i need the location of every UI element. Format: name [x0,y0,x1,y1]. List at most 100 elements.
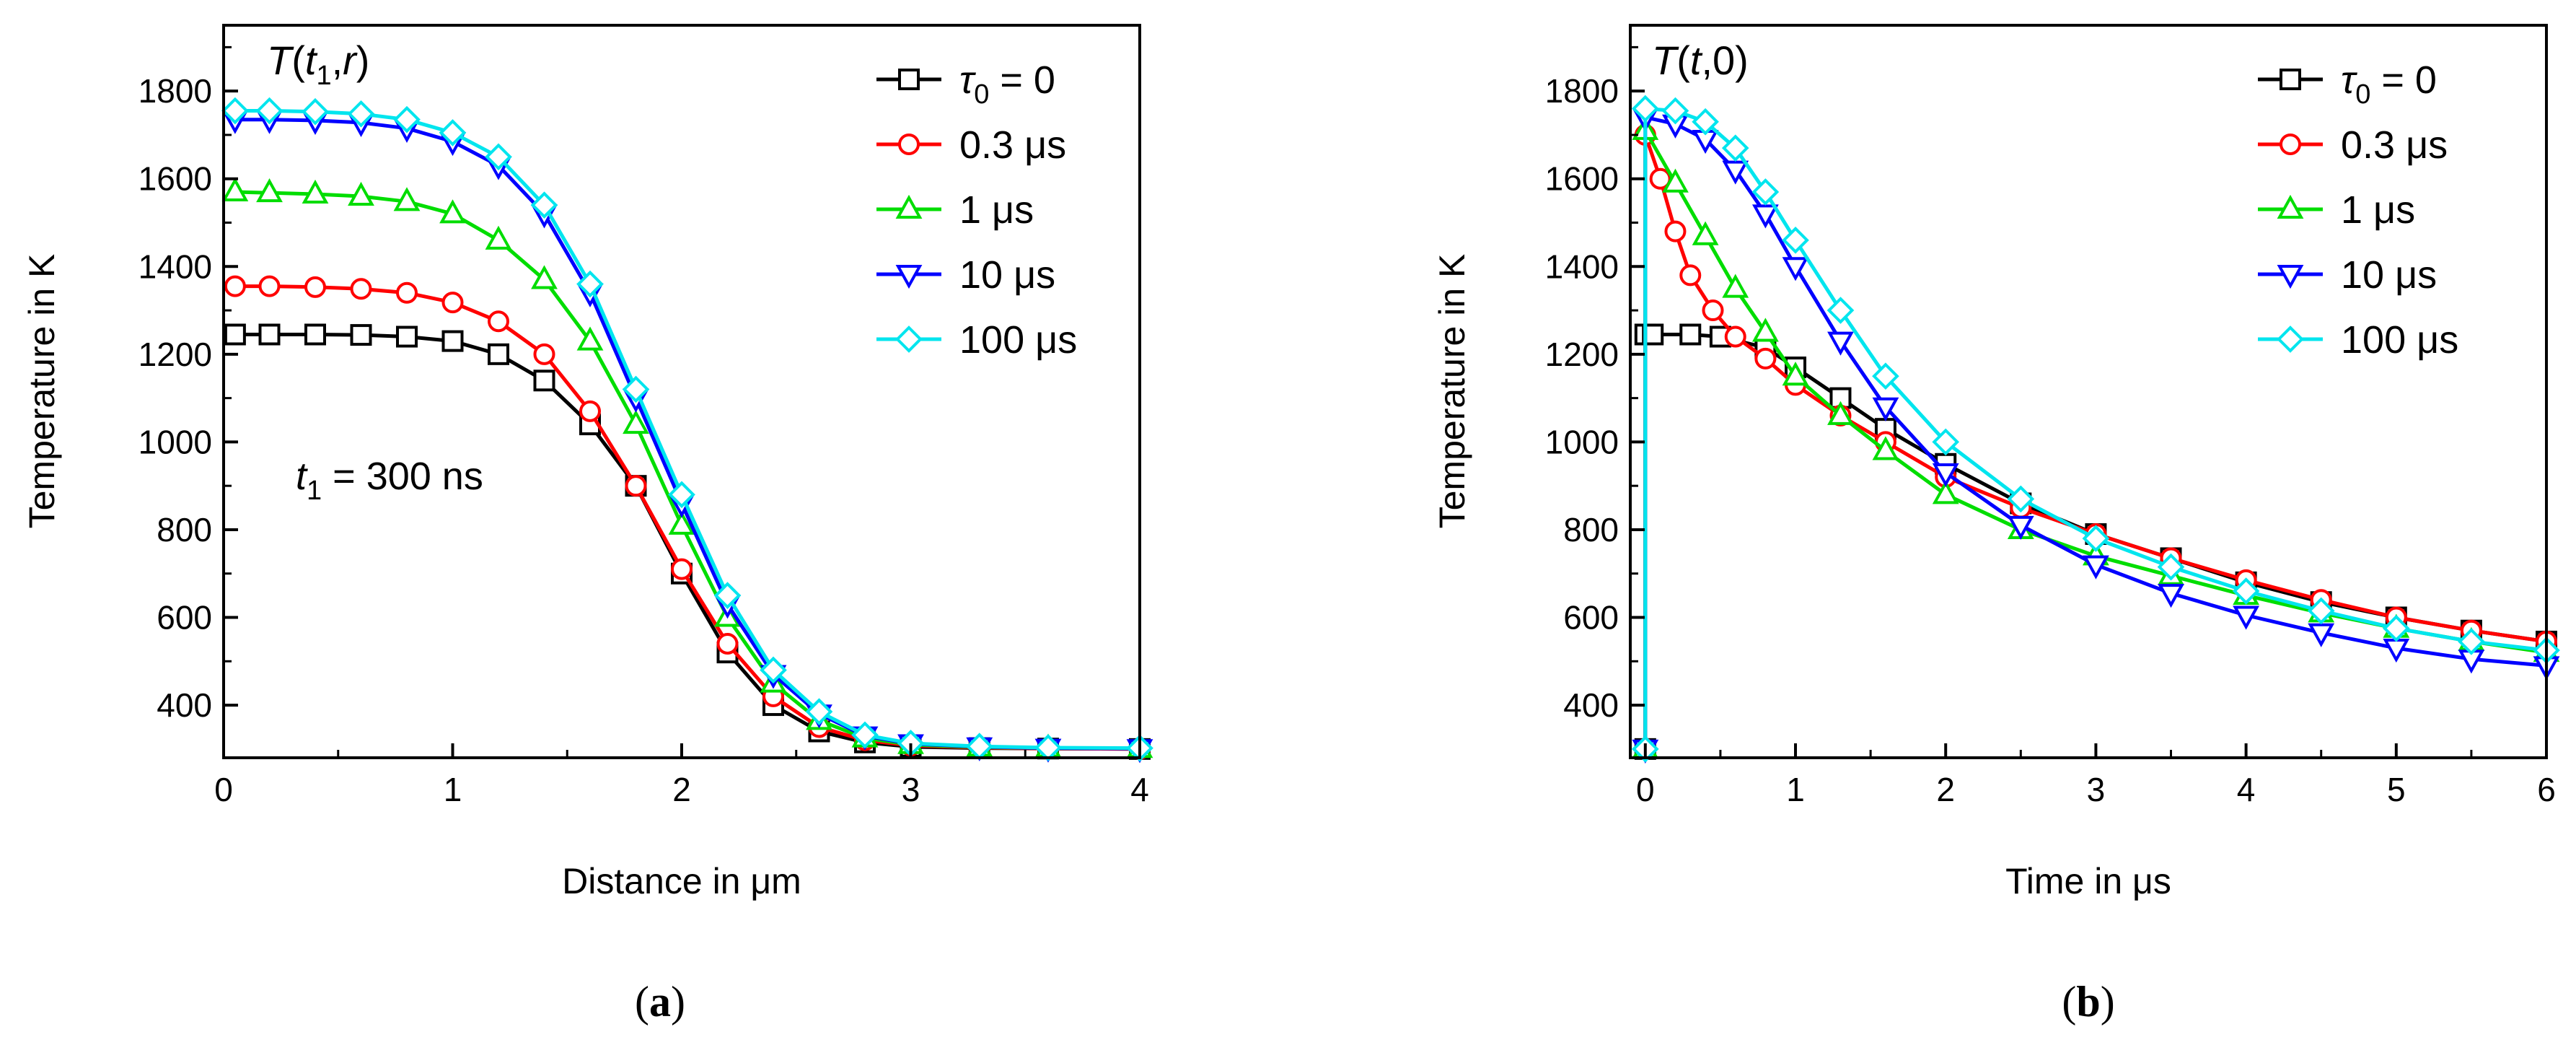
series-5-point [221,97,249,125]
series-1-point [1679,323,1702,346]
series-4-point [2007,515,2034,540]
plot-a-ticks: 0 1 2 3 4 400 600 800 1000 1200 1400 1600 1800 [139,45,1149,808]
y-tick-label: 1000 [139,423,212,460]
series-2-point [350,278,372,300]
series-1-point [441,330,464,352]
series-5-point [1872,362,1899,390]
legend-label-5: 100 μs [959,318,1077,362]
y-tick-label: 400 [1563,686,1619,724]
y-tick-label: 800 [157,511,212,548]
series-5-point [2157,553,2185,581]
series-5-point [668,481,695,509]
series-3-point [485,225,512,250]
series-2-point [533,343,555,365]
plot-a-title: T(t1,r) [267,38,369,91]
y-tick-label: 1400 [139,248,212,285]
legend-marker-4 [2277,265,2304,289]
series-3-point [1722,274,1749,298]
legend-label-3: 1 μs [2341,188,2415,232]
x-tick-label: 6 [2537,771,2556,808]
legend-marker-3 [895,194,923,219]
plot-b-series [1631,95,2560,764]
series-5-point [485,143,512,171]
series-3-point [348,181,374,206]
legend-label-4: 10 μs [959,253,1055,297]
plot-a-legend: τ0 = 0 0.3 μs 1 μs 10 μs 100 μs [876,58,1077,362]
series-5-point [2082,525,2110,552]
series-3-point [221,177,249,201]
legend-label-1: τ0 = 0 [959,58,1055,110]
series-5-point [851,721,879,749]
plot-a-xlabel: Distance in μm [562,861,801,901]
series-5-point [2007,485,2035,513]
series-5-point [1782,226,1809,254]
y-tick-label: 1000 [1545,423,1619,460]
series-2-point [1754,347,1777,370]
series-5-point [713,582,742,609]
series-3-point [576,326,604,351]
series-3-point [1692,221,1719,245]
series-4-point [2233,605,2260,630]
series-3-point [439,199,466,224]
legend-marker-2 [898,134,920,155]
series-5-point [1827,297,1855,324]
series-5-point [439,119,467,147]
x-tick-label: 2 [672,771,691,808]
series-5-point [1932,428,1960,456]
x-tick-label: 0 [214,771,233,808]
plot-a-annotation: t1 = 300 ns [296,455,483,506]
series-5-point [1751,178,1780,206]
series-4-point [1872,397,1899,421]
series-3-point [1751,318,1779,342]
series-5-point [760,656,787,684]
series-3-point [1932,480,1959,504]
series-1-point [304,323,326,346]
x-tick-label: 1 [1786,771,1805,808]
series-4-point [1827,331,1854,356]
legend-marker-2 [2280,134,2301,155]
plot-b-legend: τ0 = 0 0.3 μs 1 μs 10 μs 100 μs [2258,58,2458,362]
series-3-point [623,409,649,434]
legend-marker-1 [898,69,920,90]
y-tick-label: 1800 [1545,72,1619,110]
legend-marker-5 [2277,325,2304,353]
series-4-point [2158,584,2184,608]
x-tick-label: 1 [444,771,462,808]
y-tick-label: 800 [1563,511,1619,548]
series-5-point [2307,597,2335,625]
plot-b-ticks: 0 1 2 3 4 5 6 400 600 800 1000 1200 1400 1600 1800 [1545,45,2556,808]
x-tick-label: 0 [1636,771,1655,808]
legend-label-2: 0.3 μs [959,123,1066,167]
caption-b: (b) [2062,978,2114,1026]
plot-b-frame [1629,24,2548,759]
legend-marker-3 [2277,194,2304,219]
panel-a: 0 1 2 3 4 400 600 800 1000 1200 1400 1600 1800 T(t1,… [22,24,1153,1026]
x-tick-label: 2 [1936,771,1955,808]
plot-b-ylabel: Temperature in K [1432,254,1472,529]
series-5-point [2232,577,2260,605]
legend-marker-5 [895,325,923,353]
series-1-point [350,324,372,346]
legend-label-3: 1 μs [959,188,1034,232]
series-2-point [1649,167,1671,190]
series-1-point [224,323,246,346]
series-5-point [805,698,833,726]
series-2-point [625,475,647,497]
legend-label-5: 100 μs [2341,318,2458,362]
series-1-point [396,325,418,348]
y-tick-label: 1400 [1545,248,1619,285]
plot-b-xlabel: Time in μs [2005,861,2171,901]
plot-b-title: T(t,0) [1652,38,1749,83]
plot-a-ylabel: Temperature in K [22,254,62,529]
series-2-point [1724,325,1746,348]
series-5-point [1692,108,1719,136]
series-1-point [533,370,555,392]
series-3-point [1782,362,1809,386]
series-2-point [671,558,693,580]
series-2-point [488,310,509,333]
y-tick-label: 400 [157,686,212,724]
series-5-point [2458,628,2485,655]
x-tick-label: 3 [902,771,920,808]
series-5-point [576,270,604,298]
